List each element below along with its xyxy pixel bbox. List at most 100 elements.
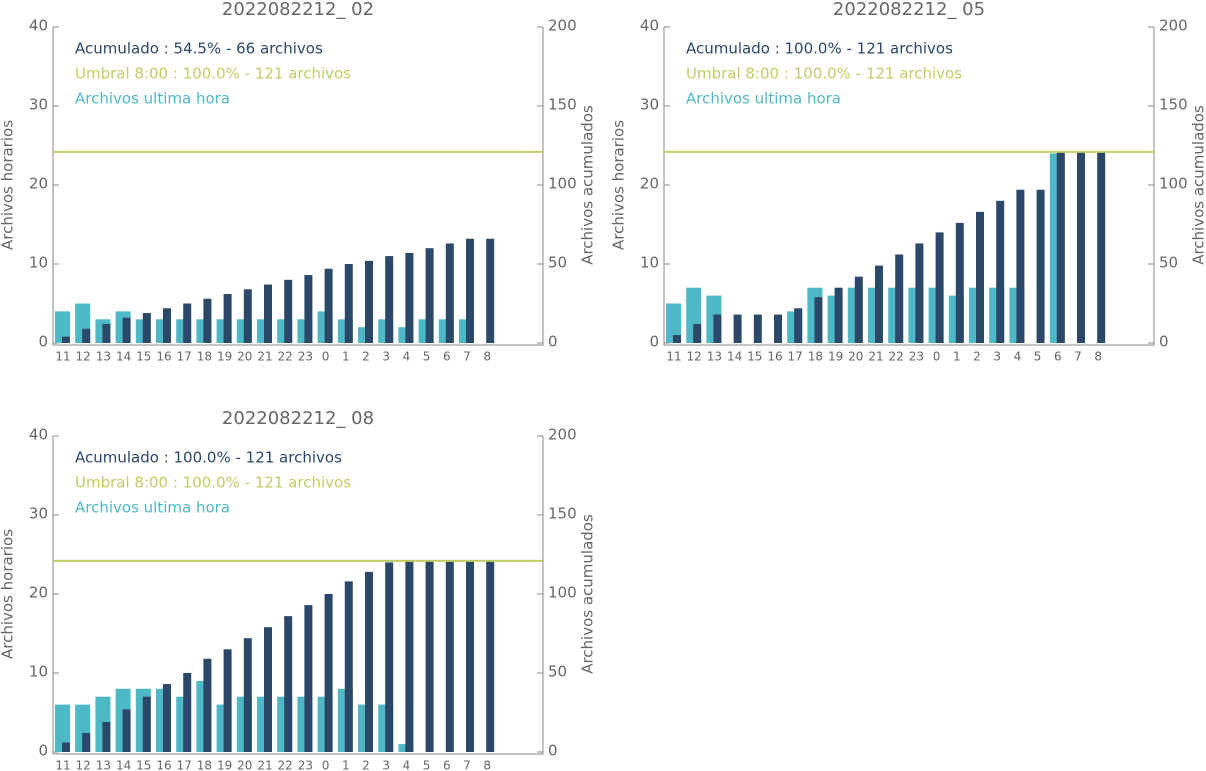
legend-entry: Acumulado : 100.0% - 121 archivos <box>75 449 342 467</box>
x-tick-label: 6 <box>443 350 451 364</box>
x-tick-label: 0 <box>322 350 330 364</box>
cumulative-bar <box>344 581 353 752</box>
axis-frame <box>52 436 544 755</box>
x-tick-label: 13 <box>96 759 111 771</box>
cumulative-bar <box>425 248 434 343</box>
x-tick-label: 12 <box>76 350 91 364</box>
axis-frame <box>52 27 544 346</box>
cumulative-bar <box>102 324 111 343</box>
y-axis-title: Archivos horarios <box>0 120 17 250</box>
x-tick-label: 21 <box>868 350 883 364</box>
cumulative-bar <box>304 275 313 343</box>
y2-tick-label: 50 <box>548 254 567 272</box>
cumulative-bar <box>875 265 883 343</box>
cumulative-bar <box>243 638 252 752</box>
x-tick-label: 22 <box>278 759 293 771</box>
x-tick-label: 11 <box>55 350 70 364</box>
cumulative-bar <box>955 222 964 343</box>
cumulative-bar <box>895 254 904 343</box>
legend-entry: Acumulado : 54.5% - 66 archivos <box>75 40 323 58</box>
chart-title: 2022082212_ 08 <box>222 408 374 429</box>
y2-tick-label: 150 <box>1159 96 1188 114</box>
x-tick-label: 5 <box>423 350 431 364</box>
y-axis-title: Archivos horarios <box>0 529 17 659</box>
x-tick-label: 1 <box>342 350 350 364</box>
x-tick-label: 1 <box>953 350 961 364</box>
x-tick-label: 13 <box>707 350 722 364</box>
cumulative-bar <box>794 308 803 343</box>
x-tick-label: 3 <box>993 350 1001 364</box>
panel: 2022082212_ 08010203040050100150200Archi… <box>0 408 597 771</box>
cumulative-bar <box>996 200 1005 343</box>
x-tick-label: 20 <box>237 350 252 364</box>
x-tick-label: 7 <box>463 759 471 771</box>
y2-tick-label: 200 <box>548 426 577 444</box>
cumulative-bar <box>183 673 192 752</box>
cumulative-bar <box>445 243 454 343</box>
y-tick-label: 10 <box>29 663 48 681</box>
y-tick-label: 20 <box>29 584 48 602</box>
x-tick-label: 19 <box>828 350 843 364</box>
x-tick-label: 5 <box>1034 350 1042 364</box>
y2-tick-label: 0 <box>1159 333 1169 351</box>
legend-entry: Umbral 8:00 : 100.0% - 121 archivos <box>686 65 962 83</box>
x-tick-label: 18 <box>197 350 212 364</box>
legend-entry: Acumulado : 100.0% - 121 archivos <box>686 40 953 58</box>
cumulative-bar <box>1036 189 1045 343</box>
x-tick-label: 17 <box>177 350 192 364</box>
cumulative-bar <box>365 260 373 343</box>
x-tick-label: 6 <box>1054 350 1062 364</box>
y-axis-title: Archivos horarios <box>610 120 628 250</box>
x-tick-label: 17 <box>177 759 192 771</box>
cumulative-bar <box>915 243 924 343</box>
y-tick-label: 30 <box>29 505 48 523</box>
x-tick-label: 7 <box>463 350 471 364</box>
cumulative-bar <box>385 562 394 752</box>
cumulative-bar <box>1097 151 1106 343</box>
x-tick-label: 0 <box>933 350 941 364</box>
cumulative-bar <box>405 560 414 752</box>
cumulative-bar <box>183 303 192 343</box>
x-tick-label: 12 <box>76 759 91 771</box>
cumulative-bar <box>82 733 91 752</box>
y2-axis-title: Archivos acumulados <box>579 514 597 674</box>
hourly-bar <box>666 303 681 343</box>
cumulative-bar <box>142 312 151 343</box>
x-tick-label: 11 <box>55 759 70 771</box>
cumulative-bar <box>344 264 353 343</box>
y-tick-label: 40 <box>29 426 48 444</box>
cumulative-bar <box>713 314 722 343</box>
x-tick-label: 18 <box>808 350 823 364</box>
x-tick-label: 2 <box>362 759 370 771</box>
cumulative-bar <box>673 335 681 343</box>
panel: 2022082212_ 05010203040050100150200Archi… <box>610 0 1206 364</box>
cumulative-bar <box>774 314 782 343</box>
x-tick-label: 4 <box>403 759 411 771</box>
cumulative-bar <box>264 627 272 752</box>
cumulative-bar <box>854 276 863 343</box>
cumulative-bar <box>203 298 212 343</box>
cumulative-bar <box>385 256 394 343</box>
x-tick-label: 20 <box>848 350 863 364</box>
y-tick-label: 10 <box>29 254 48 272</box>
cumulative-bar <box>1056 151 1065 343</box>
cumulative-bar <box>466 560 474 752</box>
x-tick-label: 1 <box>342 759 350 771</box>
y2-tick-label: 0 <box>548 742 558 760</box>
cumulative-bar <box>122 709 131 752</box>
y-tick-label: 20 <box>29 175 48 193</box>
cumulative-bar <box>365 571 373 752</box>
x-tick-label: 16 <box>767 350 782 364</box>
cumulative-bar <box>203 658 212 752</box>
legend-entry: Archivos ultima hora <box>686 90 841 108</box>
x-tick-label: 6 <box>443 759 451 771</box>
x-tick-label: 18 <box>197 759 212 771</box>
panel: 2022082212_ 02010203040050100150200Archi… <box>0 0 597 364</box>
cumulative-bar <box>142 696 151 752</box>
y-tick-label: 0 <box>649 333 659 351</box>
cumulative-bar <box>425 560 434 752</box>
y2-tick-label: 100 <box>1159 175 1188 193</box>
cumulative-bar <box>753 314 762 343</box>
cumulative-bar <box>223 649 232 752</box>
